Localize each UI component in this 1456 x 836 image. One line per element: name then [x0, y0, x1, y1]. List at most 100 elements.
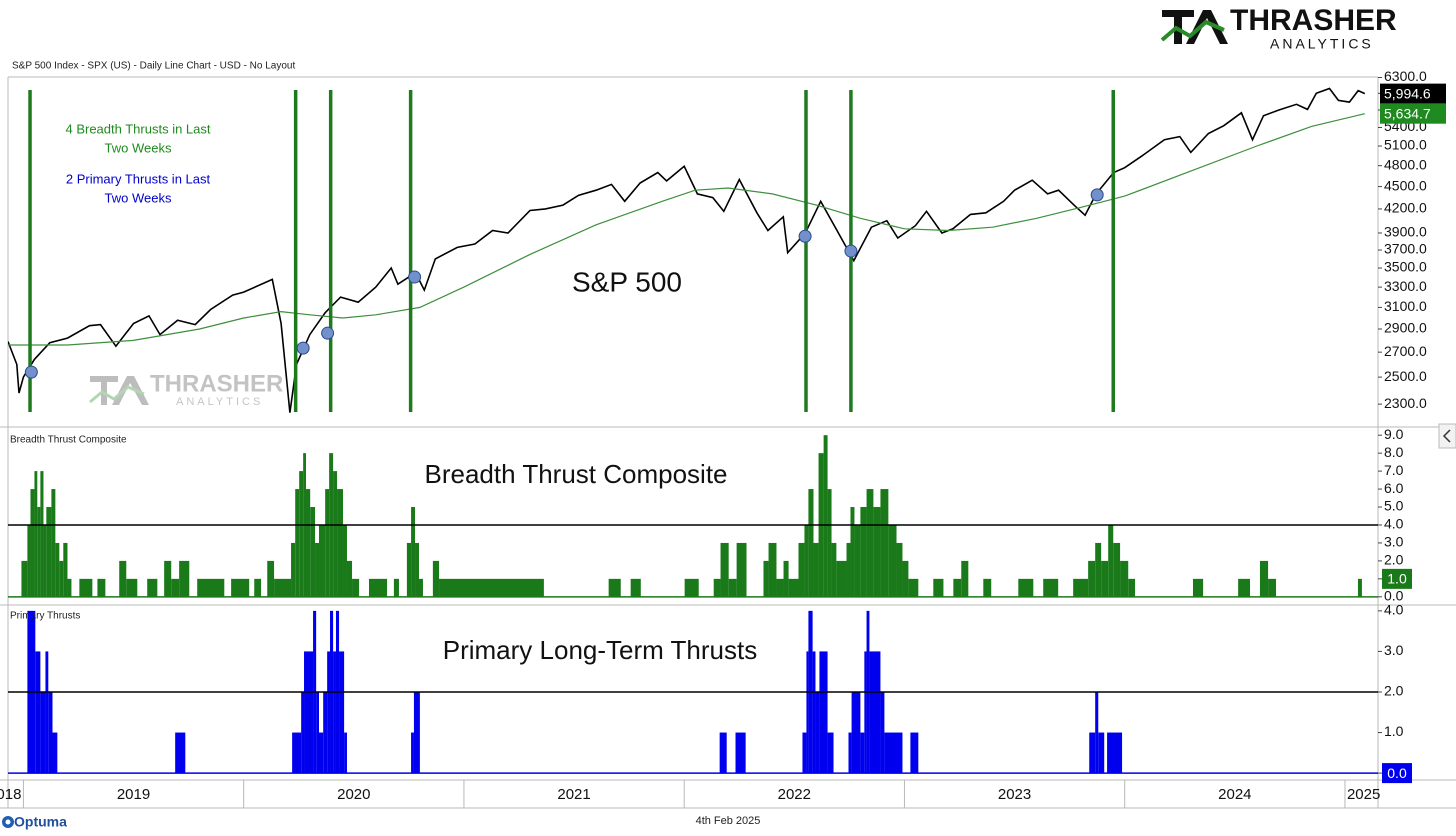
histogram-bar [720, 542, 729, 597]
histogram-bar [369, 578, 388, 597]
histogram-bar [171, 578, 180, 597]
histogram-bar [869, 651, 881, 774]
histogram-bar [848, 732, 852, 774]
histogram-bar [776, 578, 784, 597]
y-tick-label: 3700.0 [1384, 241, 1427, 257]
histogram-bar [1101, 560, 1109, 597]
y-tick-label: 2900.0 [1384, 320, 1427, 336]
watermark-tagline: ANALYTICS [176, 396, 263, 408]
histogram-bar [910, 732, 919, 774]
histogram-bar [59, 560, 64, 597]
histogram-bar [630, 578, 641, 597]
thrust-marker [408, 270, 422, 284]
histogram-bar [902, 560, 909, 597]
histogram-bar [292, 732, 302, 774]
histogram-bar [40, 691, 46, 774]
histogram-bar [768, 542, 777, 597]
panel-label: S&P 500 [572, 266, 682, 297]
value-tag-label: 1.0 [1387, 571, 1407, 587]
x-tick-label: 2018 [0, 786, 21, 803]
histogram-bar [52, 732, 58, 774]
histogram-bar [983, 578, 992, 597]
watermark-name: THRASHER [150, 370, 283, 397]
histogram-bar [164, 560, 172, 597]
y-tick-label: 3500.0 [1384, 259, 1427, 275]
histogram-bar [197, 578, 225, 597]
histogram-bar [961, 560, 969, 597]
histogram-bar [719, 732, 727, 774]
histogram-bar [836, 560, 847, 597]
histogram-bar [46, 507, 52, 597]
histogram-bar [306, 489, 311, 597]
histogram-bar [866, 489, 874, 597]
histogram-bar [806, 651, 809, 774]
y-tick-label: 3.0 [1384, 642, 1404, 658]
x-tick-label: 2022 [778, 786, 811, 803]
histogram-bar [147, 578, 158, 597]
histogram-bar [30, 489, 35, 597]
annotation: Two Weeks [105, 140, 172, 155]
panel-marks [8, 435, 1378, 598]
histogram-bar [864, 651, 867, 774]
x-tick-label: 2021 [557, 786, 590, 803]
y-tick-label: 5.0 [1384, 498, 1404, 514]
annotation: Two Weeks [105, 190, 172, 205]
panel-marks [8, 610, 1378, 774]
histogram-bar [1073, 578, 1089, 597]
histogram-bar [1357, 578, 1362, 597]
thrust-marker [24, 365, 38, 379]
x-tick-label: 2023 [998, 786, 1031, 803]
histogram-bar [45, 651, 49, 774]
y-tick-label: 4800.0 [1384, 156, 1427, 172]
histogram-bar [432, 560, 440, 597]
histogram-bar [411, 732, 414, 774]
histogram-bar [346, 560, 353, 597]
value-tag [1380, 83, 1446, 104]
histogram-bar [67, 578, 72, 597]
histogram-bar [1095, 691, 1099, 774]
histogram-bar [35, 651, 41, 774]
histogram-bar [1113, 542, 1121, 597]
value-tag-label: 5,634.7 [1384, 105, 1431, 121]
y-tick-label: 6.0 [1384, 480, 1404, 496]
histogram-bar [873, 507, 881, 597]
histogram-bar [295, 489, 300, 597]
histogram-bar [1018, 578, 1034, 597]
histogram-bar [1259, 560, 1269, 597]
histogram-bar [48, 691, 53, 774]
histogram-bar [333, 651, 336, 774]
x-tick-label: 2019 [117, 786, 150, 803]
histogram-bar [267, 560, 275, 597]
thrust-marker [296, 341, 310, 355]
platform-logo: Optuma [2, 814, 67, 830]
histogram-bar [788, 578, 799, 597]
histogram-bar [43, 524, 47, 597]
y-axis: 0.01.0 2.0 3.0 4.0 5.0 6.0 7.0 8.0 9.0 [1378, 426, 1404, 604]
histogram-bar [880, 691, 885, 774]
histogram-bar [1095, 542, 1102, 597]
histogram-bar [21, 560, 28, 597]
histogram-bar [333, 471, 338, 597]
y-tick-label: 1.0 [1384, 723, 1404, 739]
histogram-bar [352, 578, 360, 597]
y-tick-label: 2.0 [1384, 683, 1404, 699]
histogram-bar [344, 732, 347, 774]
histogram-bar [860, 732, 865, 774]
y-axis: 0.0 1.0 2.0 3.0 4.0 [1378, 602, 1404, 780]
frame [0, 76, 1456, 809]
histogram-bar [888, 524, 897, 597]
x-tick-label: 2025 [1347, 786, 1380, 803]
panel-title: Breadth Thrust Composite [10, 435, 127, 446]
histogram-bar [815, 691, 820, 774]
collapse-button[interactable] [1438, 423, 1456, 449]
histogram-bar [819, 651, 828, 774]
histogram-bar [323, 691, 328, 774]
logo-name: THRASHER [1230, 4, 1397, 37]
histogram-bar [1108, 524, 1114, 597]
thrust-marker [844, 244, 858, 258]
logo-tagline: ANALYTICS [1270, 36, 1374, 52]
histogram-bar [55, 542, 60, 597]
histogram-bar [337, 489, 344, 597]
panel-title: Primary Thrusts [10, 611, 80, 622]
